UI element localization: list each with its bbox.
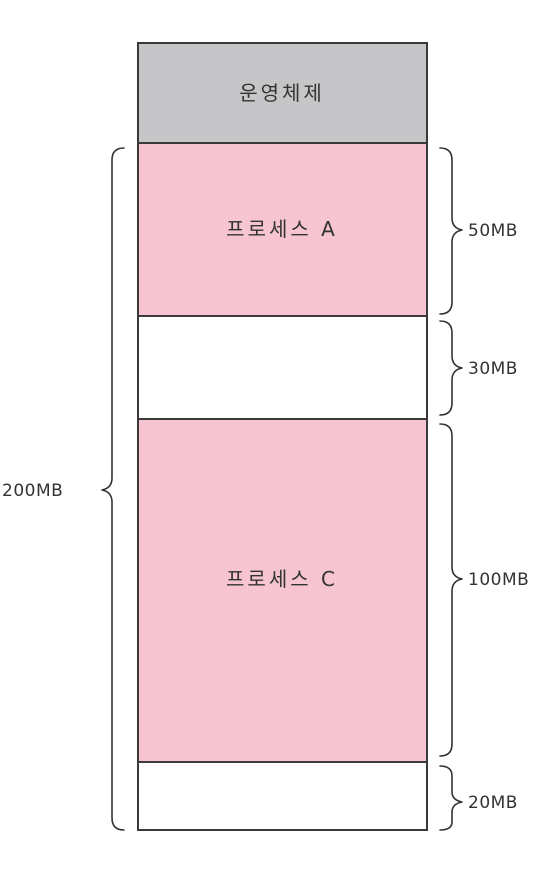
size-label-100mb: 100MB bbox=[468, 570, 529, 590]
os-label: 운영체제 bbox=[239, 81, 325, 105]
brace-100mb bbox=[439, 423, 463, 757]
process-c-block bbox=[137, 418, 428, 763]
process-c-label: 프로세스 C bbox=[226, 567, 338, 591]
brace-30mb bbox=[439, 320, 463, 416]
brace-20mb bbox=[439, 765, 463, 831]
free-block-20mb bbox=[137, 761, 428, 831]
process-a-block bbox=[137, 142, 428, 317]
total-size-label: 200MB bbox=[2, 481, 63, 501]
size-label-30mb: 30MB bbox=[468, 359, 518, 379]
process-a-label: 프로세스 A bbox=[226, 217, 338, 241]
brace-50mb bbox=[439, 147, 463, 315]
brace-total-200mb bbox=[101, 147, 125, 831]
free-block-30mb bbox=[137, 315, 428, 420]
os-block bbox=[137, 42, 428, 144]
size-label-20mb: 20MB bbox=[468, 793, 518, 813]
size-label-50mb: 50MB bbox=[468, 221, 518, 241]
